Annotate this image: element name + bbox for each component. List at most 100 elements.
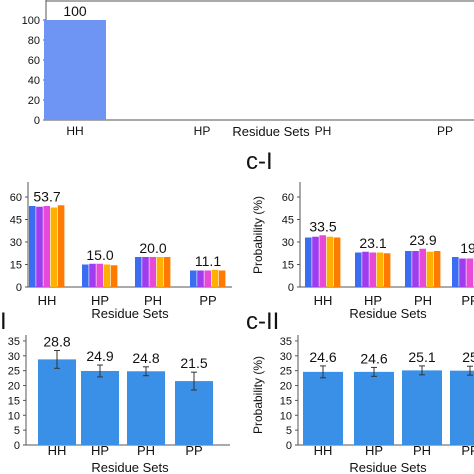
bar-HH-s5	[333, 237, 341, 287]
x-category-label-HH: HH	[314, 293, 333, 308]
y-tick-label: 80	[28, 35, 40, 47]
bar-HH-s4	[50, 207, 58, 287]
bar-HH	[44, 20, 106, 120]
x-category-label-HH: HH	[38, 293, 57, 308]
bar-HP-s2	[362, 251, 369, 287]
bar-HH-s4	[326, 236, 334, 287]
x-category-label-HP: HP	[365, 443, 383, 458]
value-label-HP: 24.6	[360, 350, 387, 366]
bar-PP-s1	[190, 270, 197, 287]
chart-bottom-right: 0 5 10 15 20 25 30 35 24.6 HH 24.6 HP 25.1 PH 25 PP Resi…	[251, 335, 474, 474]
y-tick-label: 20	[28, 95, 40, 107]
bar-PP-s5	[218, 270, 226, 287]
y-tick-label: 30	[8, 351, 20, 363]
y-tick-label: 100	[22, 15, 40, 27]
bar-HP-s5	[110, 265, 118, 287]
value-label-PH: 24.8	[132, 350, 159, 366]
y-tick-label: 30	[10, 237, 22, 249]
bar-PP-s3	[466, 258, 473, 287]
bar-HH-s5	[57, 205, 65, 287]
value-label-HP: 15.0	[86, 247, 113, 263]
bar-HP-s5	[383, 253, 391, 287]
x-category-label-PP: PP	[461, 443, 474, 458]
x-category-label-PH: PH	[137, 443, 155, 458]
y-tick-label: 30	[282, 237, 294, 249]
x-axis-title: Residue Sets	[349, 306, 427, 321]
y-tick-label: 15	[280, 395, 292, 407]
value-label-PH: 23.9	[409, 232, 436, 248]
bar-HP-s4	[376, 252, 384, 287]
y-tick-label: 45	[282, 215, 294, 227]
x-category-label-PH: PH	[414, 293, 432, 308]
y-tick-label: 45	[10, 215, 22, 227]
y-tick-label: 60	[10, 192, 22, 204]
bar-PH-s2	[142, 257, 149, 287]
bar-HH-s3	[319, 235, 326, 287]
x-axis-title: Residue Sets	[91, 460, 169, 474]
bar-PH-s3	[419, 248, 426, 287]
bar-PP	[450, 370, 474, 445]
bar-PH	[402, 370, 442, 445]
bar-PH-s5	[433, 251, 441, 287]
chart-mid-left: 0 15 30 45 60 53.7 HH 15.0 HP 20.0 PH 11.1 PP Residue…	[10, 182, 232, 321]
bar-PH-s3	[149, 257, 156, 287]
x-category-label-PH: PH	[315, 124, 332, 138]
x-category-label-HH: HH	[66, 124, 83, 138]
bar-PH-s4	[426, 251, 434, 287]
bar-PH-s1	[405, 251, 412, 287]
bar-HH-s2	[36, 206, 43, 287]
y-tick-label: 60	[28, 55, 40, 67]
bar-HP-s4	[103, 264, 111, 287]
x-category-label-HH: HH	[48, 443, 67, 458]
chart-mid-right: 0 15 30 45 60 33.5 HH 23.1 HP 23.9 PH 19. PP Residue …	[251, 182, 474, 321]
bar-HP	[354, 371, 394, 445]
y-tick-label: 0	[34, 115, 40, 127]
y-tick-label: 15	[8, 395, 20, 407]
y-tick-label: 5	[14, 425, 20, 437]
panel-tag-c1: c-I	[246, 148, 273, 175]
bar-PH-s1	[135, 257, 142, 287]
bar-PH-s2	[412, 251, 419, 287]
y-tick-label: 30	[280, 351, 292, 363]
value-label-HH: 28.8	[43, 333, 70, 349]
bar-PP-s4	[211, 269, 219, 287]
y-tick-label: 35	[8, 336, 20, 348]
bar-PH	[127, 371, 165, 445]
x-category-label-PH: PH	[144, 293, 162, 308]
bar-HP-s2	[89, 263, 96, 287]
bar-PP-s1	[452, 257, 459, 287]
y-tick-label: 15	[282, 260, 294, 272]
value-label-HH: 100	[63, 3, 87, 19]
y-tick-label: 20	[8, 381, 20, 393]
y-tick-label: 40	[28, 75, 40, 87]
chart-bottom-left: 0 5 10 15 20 25 30 35 28.8 HH 24.9 HP 24.8 PH 21.5 PP Re…	[8, 333, 230, 474]
y-tick-label: 15	[10, 260, 22, 272]
bar-PP-s2	[197, 270, 204, 287]
x-category-label-HP: HP	[194, 124, 211, 138]
value-label-PP: 25	[462, 349, 474, 365]
bar-HP-s3	[369, 252, 376, 287]
bar-PH-s4	[156, 257, 164, 287]
y-tick-label: 20	[280, 381, 292, 393]
bar-HP-s3	[96, 263, 103, 287]
bar-HP-s1	[82, 264, 89, 287]
bar-HP-s1	[355, 252, 362, 287]
value-label-PP: 19.	[460, 240, 474, 256]
chart-top: 0 20 40 60 80 100 100 HH HP PH PP Residue Sets	[22, 0, 474, 139]
bar-HH	[303, 371, 343, 445]
x-category-label-HH: HH	[314, 443, 333, 458]
bar-HH	[38, 359, 76, 445]
x-axis-title: Residue Sets	[349, 460, 427, 474]
bar-HH-s1	[29, 206, 36, 287]
x-category-label-PP: PP	[199, 293, 216, 308]
panel-tag-partial-left: I	[0, 308, 7, 335]
x-axis-title: Residue Sets	[91, 306, 169, 321]
x-axis-title: Residue Sets	[232, 124, 310, 139]
bar-PP-s3	[204, 270, 211, 287]
value-label-PP: 21.5	[180, 355, 207, 371]
value-label-PH: 20.0	[139, 240, 166, 256]
y-tick-label: 25	[280, 366, 292, 378]
bar-PP-s2	[459, 258, 466, 287]
bar-HH-s1	[305, 237, 312, 287]
